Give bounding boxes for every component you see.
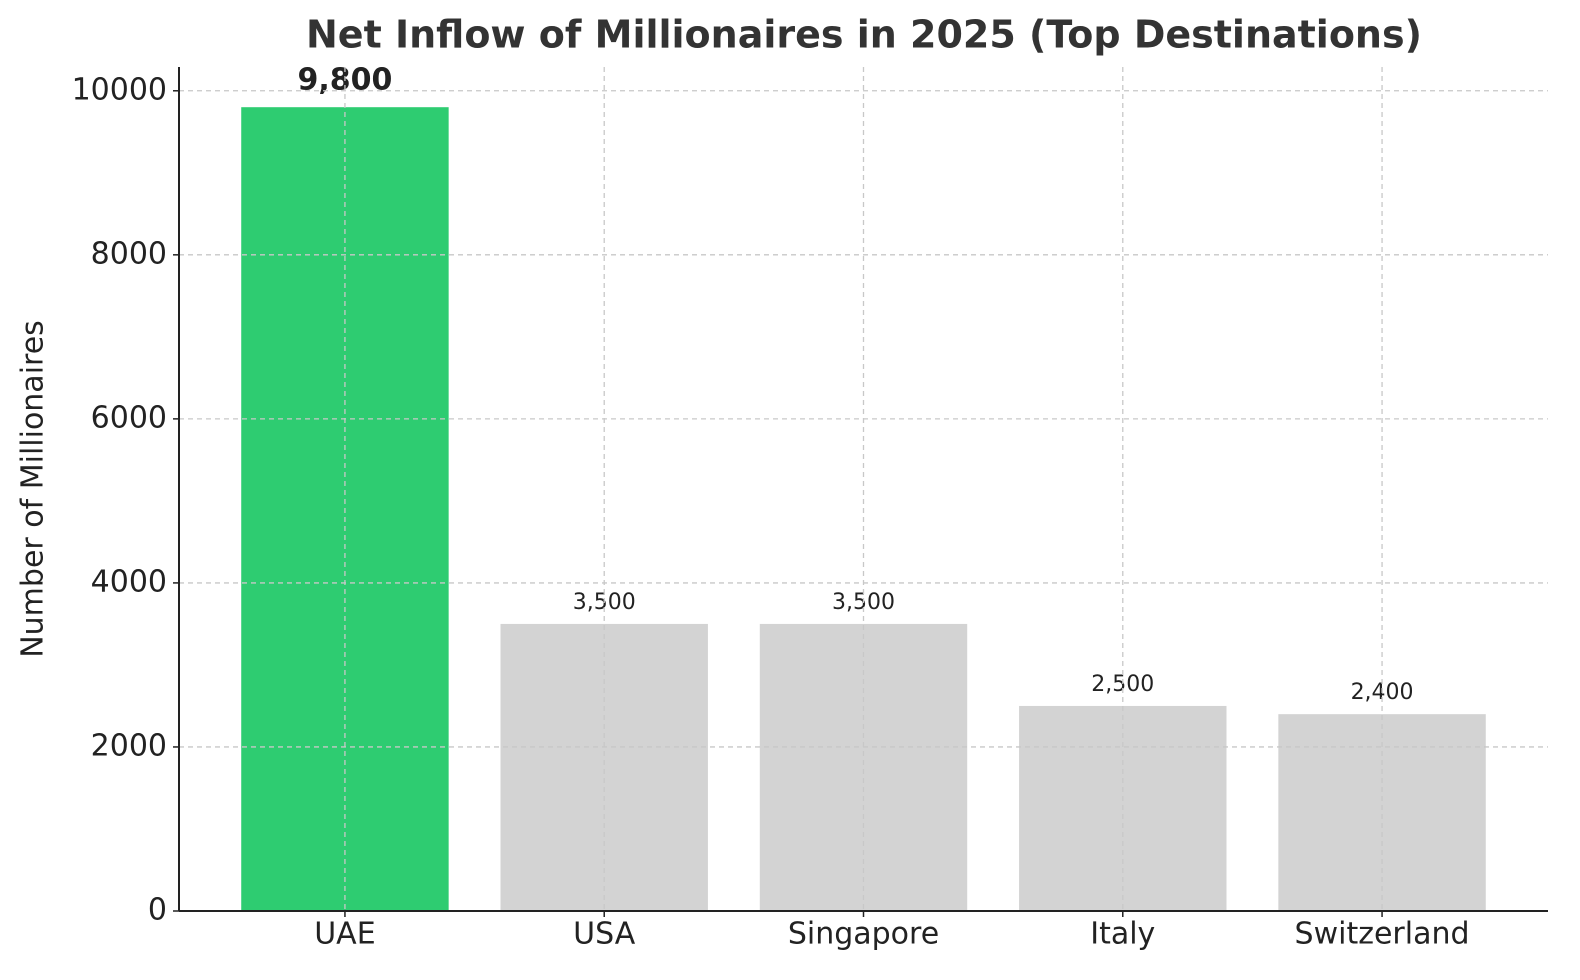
y-tick-label: 10000 xyxy=(72,72,167,107)
bar xyxy=(500,623,708,911)
y-tick-label: 6000 xyxy=(91,400,167,435)
bar xyxy=(759,623,968,911)
x-tick-label: UAE xyxy=(314,917,375,952)
x-tick-label: Singapore xyxy=(788,917,939,952)
value-label: 2,500 xyxy=(1091,672,1154,697)
y-tick-label: 4000 xyxy=(91,564,167,599)
x-tick-label: Italy xyxy=(1090,917,1155,952)
y-tick-label: 8000 xyxy=(91,236,167,271)
y-tick-label: 0 xyxy=(148,893,167,928)
y-axis-label: Number of Millionaires xyxy=(16,320,51,658)
x-tick-label: USA xyxy=(573,917,636,952)
x-tick-label: Switzerland xyxy=(1295,917,1470,952)
chart-title: Net Inflow of Millionaires in 2025 (Top … xyxy=(306,13,1422,57)
y-tick-label: 2000 xyxy=(91,728,167,763)
